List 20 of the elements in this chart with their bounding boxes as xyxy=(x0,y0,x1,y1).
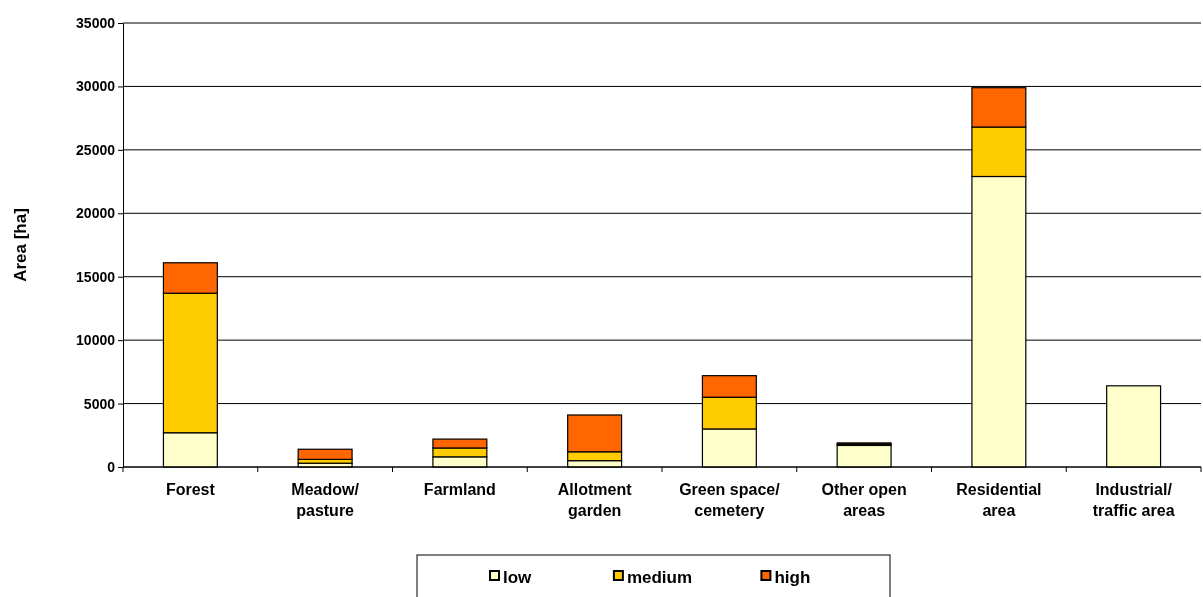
x-tick-label: Industrial/ traffic area xyxy=(1092,481,1175,519)
x-tick-label: Farmland xyxy=(423,481,496,498)
x-tick-label: Other open areas xyxy=(821,481,907,519)
x-tick-label: Allotment garden xyxy=(557,481,633,519)
legend-label: low xyxy=(503,568,533,587)
y-tick-label: 0 xyxy=(107,458,116,475)
y-tick-label: 15000 xyxy=(76,268,116,285)
x-tick-label: Residential area xyxy=(956,481,1042,519)
y-tick-label: 30000 xyxy=(76,78,116,95)
y-tick-label: 35000 xyxy=(76,14,116,31)
x-tick-label: Meadow/ pasture xyxy=(291,481,360,519)
y-tick-label: 10000 xyxy=(76,332,116,349)
y-tick-label: 5000 xyxy=(83,395,116,412)
legend-label: high xyxy=(774,568,811,587)
x-tick-label: Forest xyxy=(165,481,216,498)
y-tick-label: 20000 xyxy=(76,205,116,222)
x-tick-label: Green space/ cemetery xyxy=(679,481,781,519)
y-axis-title: Area [ha] xyxy=(11,208,30,282)
legend-label: medium xyxy=(626,568,693,587)
y-tick-label: 25000 xyxy=(76,141,116,158)
